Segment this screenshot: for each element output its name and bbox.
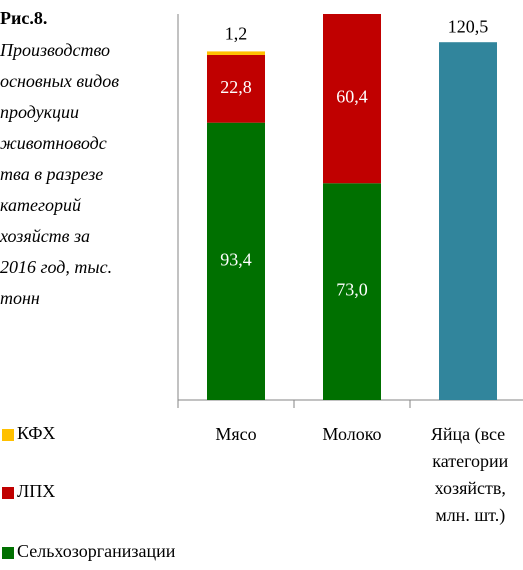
subtitle-line: тонн — [0, 288, 40, 308]
x-tick-label: Мясо — [215, 424, 256, 444]
value-label: 73,0 — [336, 280, 368, 300]
x-tick-label: Яйца (все категории хозяйств, млн. шт.) — [428, 424, 509, 526]
subtitle-line: категорий — [0, 195, 81, 215]
legend-swatch — [2, 547, 14, 559]
bar — [439, 42, 497, 400]
legend-label: КФХ — [17, 423, 55, 443]
legend-swatch — [2, 487, 14, 499]
legend-swatch — [2, 429, 14, 441]
subtitle-line: тва в разрезе — [0, 164, 103, 184]
x-tick-label: Молоко — [322, 424, 381, 444]
value-label: 22,8 — [220, 77, 252, 97]
subtitle-line: 2016 год, тыс. — [0, 257, 112, 277]
chart-title: Рис.8. — [0, 8, 47, 28]
bar-segment — [323, 183, 381, 400]
subtitle-line: продукции — [0, 102, 79, 122]
subtitle-line: хозяйств за — [0, 226, 90, 246]
bar-segment — [323, 14, 381, 184]
bar-segment — [207, 54, 265, 123]
subtitle-line: животноводс — [0, 133, 107, 153]
bars — [207, 14, 497, 400]
value-label: 1,2 — [225, 24, 248, 44]
subtitle-line: основных видов — [0, 71, 119, 91]
subtitle-line: Производство — [0, 40, 110, 60]
legend-label: ЛПХ — [17, 481, 55, 501]
value-label: 60,4 — [336, 87, 368, 107]
value-label: 93,4 — [220, 249, 252, 269]
legend-label: Сельхозорганизации — [17, 541, 176, 561]
bar-segment — [207, 51, 265, 55]
bar-segment — [207, 122, 265, 400]
value-label: 120,5 — [448, 16, 489, 36]
